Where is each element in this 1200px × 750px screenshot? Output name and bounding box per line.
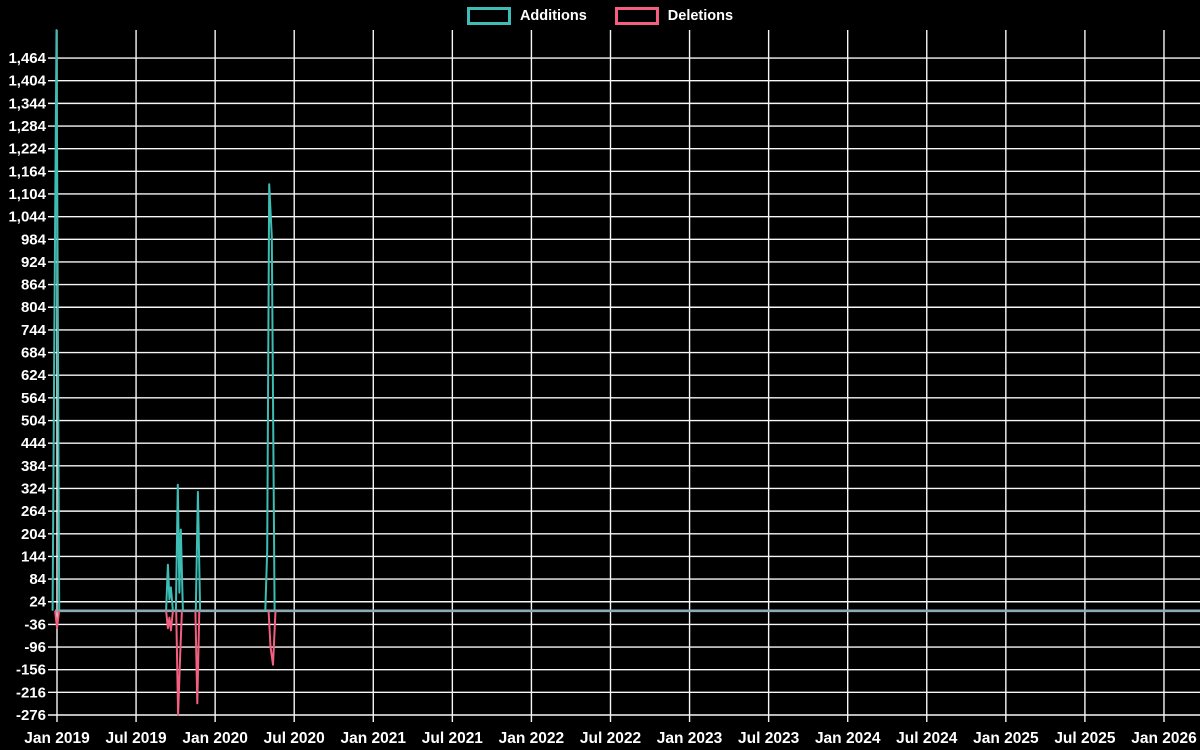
- y-tick-label: 864: [21, 277, 47, 294]
- y-tick-label: 1,464: [8, 50, 46, 67]
- y-tick-label: 504: [21, 413, 47, 430]
- y-tick-label: 1,404: [8, 73, 46, 90]
- x-tick-label: Jan 2019: [24, 730, 90, 747]
- x-tick-label: Jan 2026: [1131, 730, 1197, 747]
- y-tick-label: -96: [24, 639, 46, 656]
- chart-legend: Additions Deletions: [0, 7, 1200, 25]
- legend-item-additions[interactable]: Additions: [466, 7, 587, 25]
- deletions-spike: [165, 610, 174, 632]
- x-tick-label: Jul 2023: [738, 730, 800, 747]
- y-tick-label: -36: [24, 616, 46, 633]
- y-tick-label: 984: [21, 231, 47, 248]
- y-tick-label: 924: [21, 254, 47, 271]
- additions-spike: [174, 483, 184, 611]
- y-tick-label: 84: [29, 571, 46, 588]
- y-tick-label: 1,104: [8, 186, 46, 203]
- x-tick-label: Jul 2022: [580, 730, 641, 747]
- x-tick-label: Jan 2022: [499, 730, 565, 747]
- y-tick-label: -276: [16, 707, 46, 724]
- legend-item-deletions[interactable]: Deletions: [614, 7, 734, 25]
- y-tick-label: -216: [16, 684, 46, 701]
- y-tick-label: 24: [29, 594, 46, 611]
- y-tick-label: 1,284: [8, 118, 46, 135]
- y-tick-label: 564: [21, 390, 47, 407]
- x-tick-label: Jan 2025: [973, 730, 1039, 747]
- y-tick-label: -156: [16, 662, 46, 679]
- x-tick-label: Jan 2023: [657, 730, 723, 747]
- y-tick-label: 384: [21, 458, 47, 475]
- y-tick-label: 324: [21, 480, 47, 497]
- legend-label-deletions: Deletions: [667, 8, 734, 24]
- deletions-spike: [54, 610, 61, 629]
- additions-spike: [51, 29, 61, 611]
- y-tick-label: 684: [21, 345, 47, 362]
- x-tick-label: Jan 2021: [341, 730, 407, 747]
- x-tick-label: Jul 2024: [896, 730, 958, 747]
- y-tick-label: 1,224: [8, 141, 46, 158]
- x-tick-label: Jul 2025: [1054, 730, 1116, 747]
- additions-spike: [264, 183, 276, 611]
- deletions-spike: [267, 610, 277, 666]
- y-tick-label: 1,164: [8, 163, 46, 180]
- additions-spike: [165, 563, 174, 611]
- deletions-spike: [194, 610, 201, 705]
- y-tick-label: 804: [21, 299, 47, 316]
- deletions-spike: [175, 610, 183, 716]
- x-tick-label: Jul 2020: [264, 730, 325, 747]
- y-tick-label: 264: [21, 503, 47, 520]
- y-tick-label: 624: [21, 367, 47, 384]
- x-tick-label: Jul 2021: [422, 730, 484, 747]
- legend-label-additions: Additions: [519, 8, 587, 24]
- y-tick-label: 144: [21, 548, 47, 565]
- y-tick-label: 204: [21, 526, 47, 543]
- x-tick-label: Jan 2020: [182, 730, 248, 747]
- y-tick-label: 1,044: [8, 209, 46, 226]
- x-tick-label: Jan 2024: [815, 730, 881, 747]
- deletions-swatch-icon: [614, 7, 659, 25]
- additions-swatch-icon: [466, 7, 511, 25]
- x-tick-label: Jul 2019: [105, 730, 167, 747]
- y-tick-label: 744: [21, 322, 47, 339]
- y-tick-label: 444: [21, 435, 47, 452]
- y-tick-label: 1,344: [8, 95, 46, 112]
- additions-spike: [194, 490, 202, 611]
